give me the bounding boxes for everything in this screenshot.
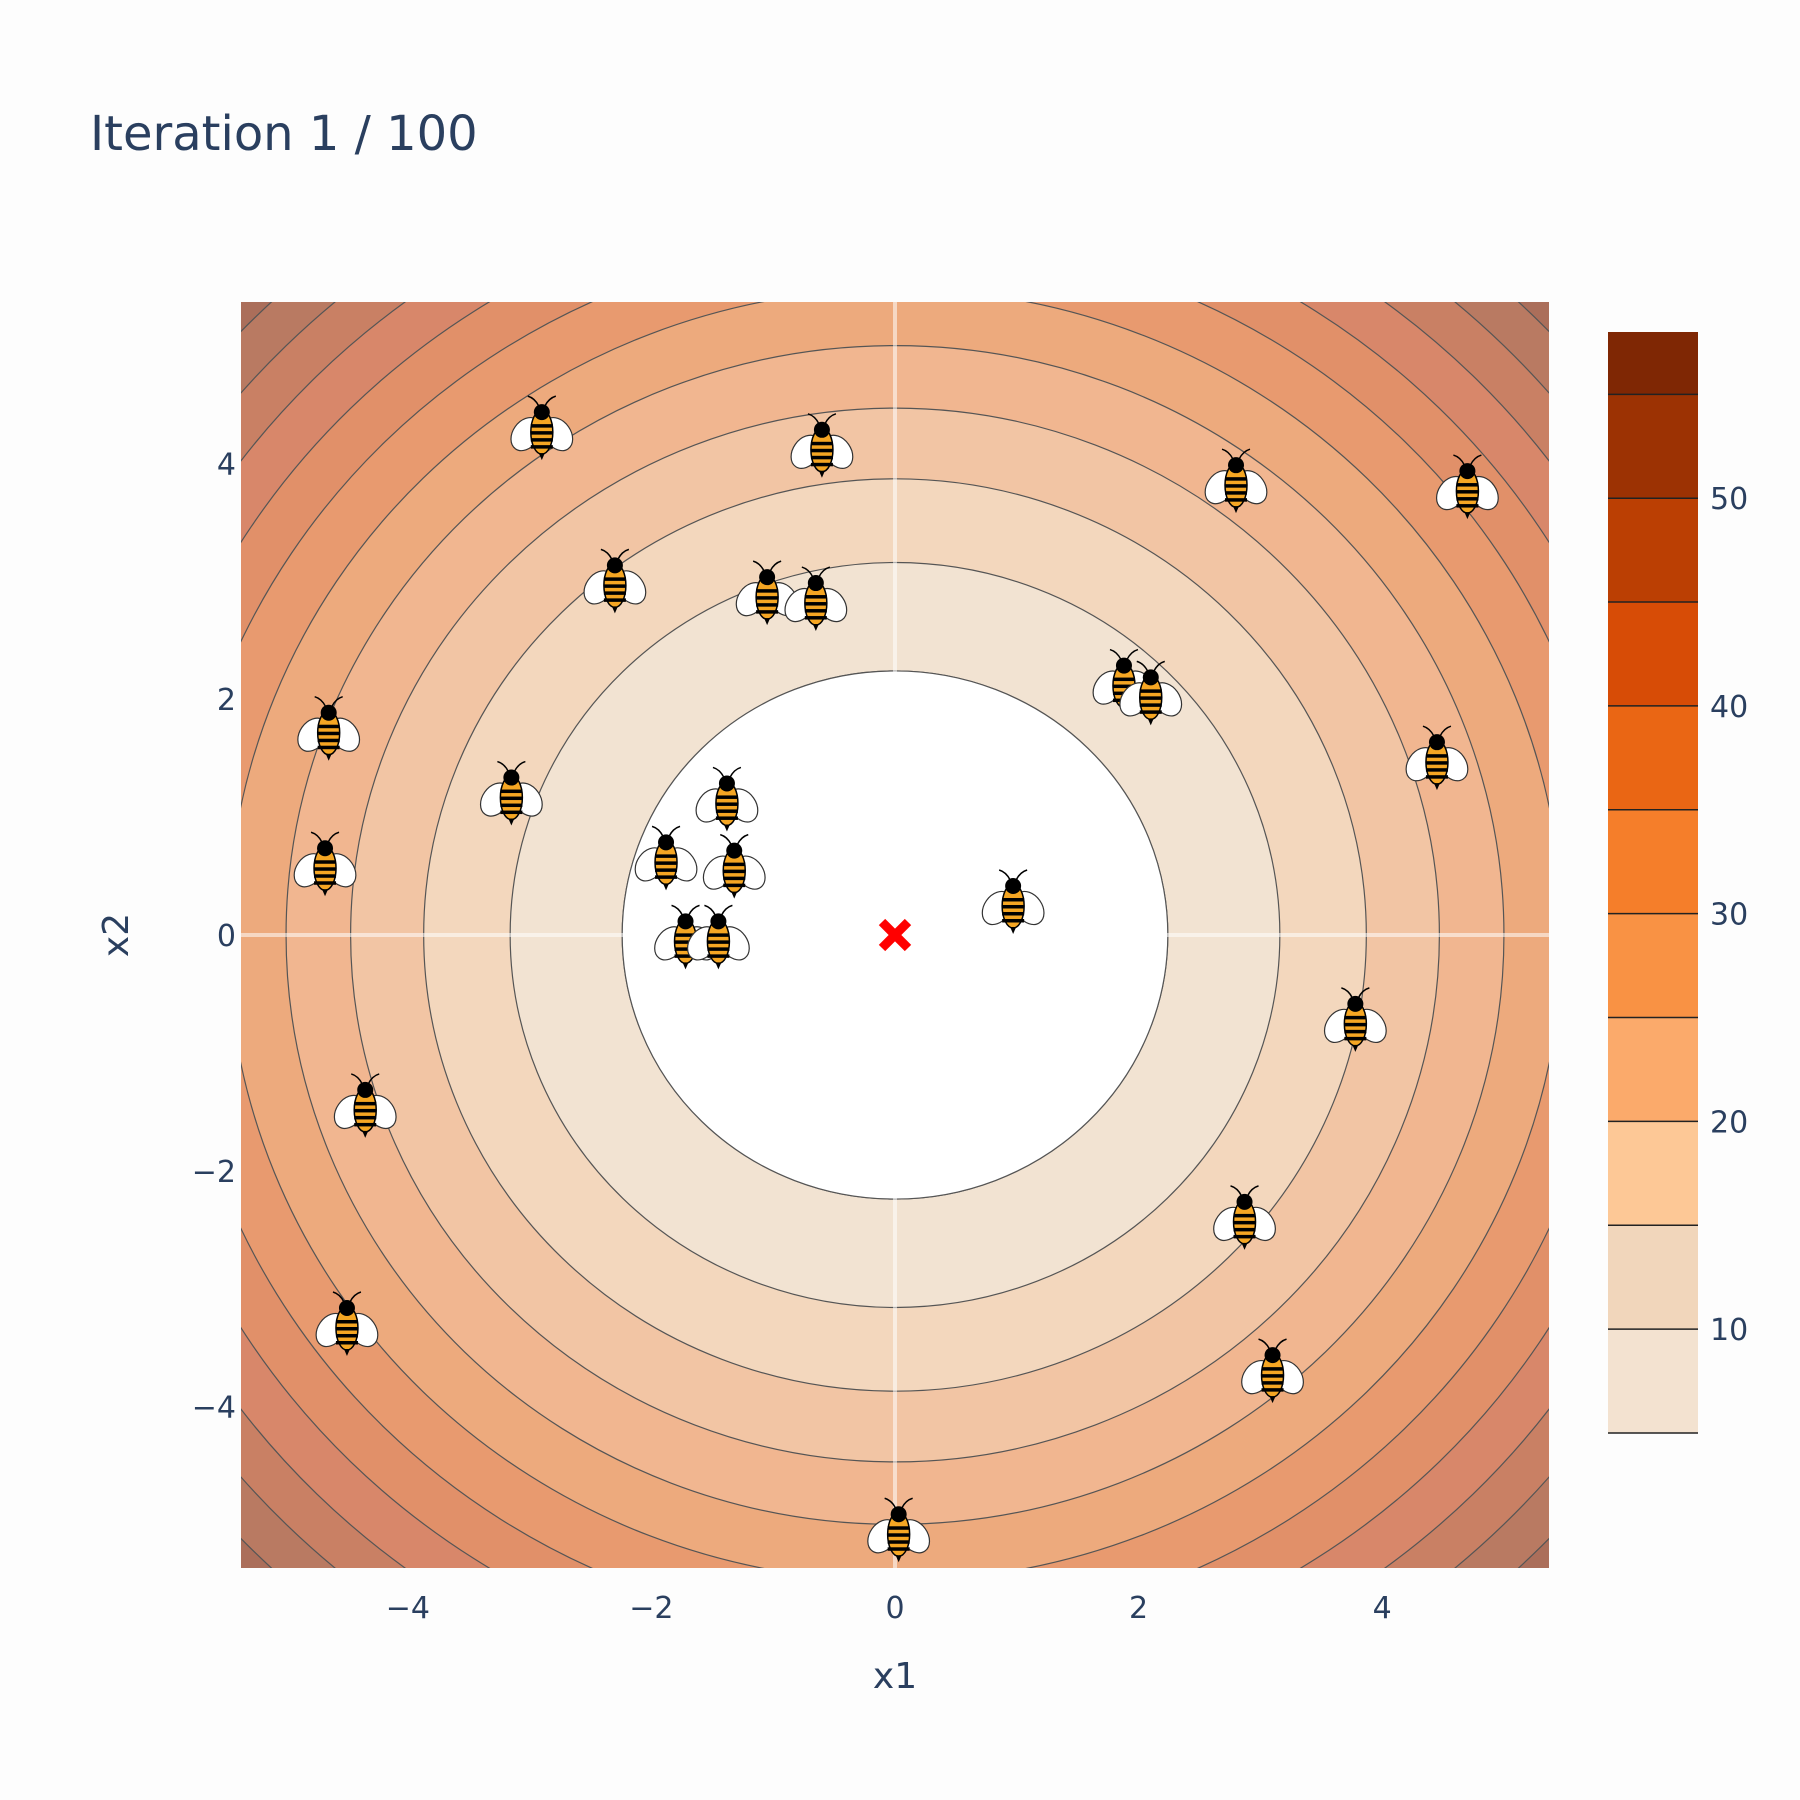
colorbar-tick-label: 50 (1710, 482, 1748, 517)
best-position-marker (878, 918, 912, 952)
bee-marker (790, 413, 854, 478)
colorbar-band (1608, 1329, 1698, 1433)
bee-marker (315, 1291, 379, 1356)
bee-marker (1119, 660, 1183, 726)
bee-marker (695, 766, 759, 832)
x-tick-label: 0 (885, 1591, 904, 1626)
bee-marker (583, 548, 647, 614)
colorbar-tick-label: 40 (1710, 690, 1748, 725)
x-tick-label: −2 (629, 1591, 673, 1626)
bee-marker (981, 869, 1045, 934)
colorbar-band (1608, 332, 1698, 395)
y-axis-ticks: −4 −2 0 2 4 (192, 447, 236, 1425)
colorbar-band (1608, 809, 1698, 914)
x-axis-title: x1 (873, 1656, 917, 1697)
x-tick-label: −4 (386, 1591, 430, 1626)
colorbar-band (1608, 498, 1698, 603)
x-tick-label: 2 (1129, 1591, 1148, 1626)
colorbar-band (1608, 913, 1698, 1018)
bee-marker (1405, 725, 1469, 791)
bee-marker (333, 1073, 397, 1138)
bee-swarm (293, 395, 1499, 1563)
colorbar-tick-label: 30 (1710, 898, 1748, 933)
bee-marker (634, 825, 698, 891)
colorbar-band (1608, 1017, 1698, 1122)
bee-marker (293, 831, 357, 897)
plot-area (241, 302, 1549, 1568)
colorbar-tick-label: 10 (1710, 1313, 1748, 1348)
y-tick-label: 4 (217, 447, 236, 482)
y-tick-label: 2 (217, 683, 236, 718)
bee-marker (686, 904, 750, 970)
bee-marker (297, 695, 361, 761)
bee-marker (1204, 448, 1268, 514)
bee-marker (1435, 454, 1499, 520)
colorbar-band (1608, 602, 1698, 706)
y-tick-label: −2 (192, 1155, 236, 1190)
bee-marker (784, 566, 848, 632)
bee-marker (1241, 1338, 1304, 1404)
x-axis-ticks: −4 −2 0 2 4 (386, 1591, 1392, 1626)
bee-marker (702, 833, 766, 899)
colorbar-tick-label: 20 (1710, 1105, 1748, 1140)
bee-marker (510, 395, 574, 461)
y-tick-label: 0 (217, 919, 236, 954)
colorbar: 10 20 30 40 50 (1608, 332, 1748, 1434)
bee-marker (1213, 1185, 1276, 1250)
colorbar-band (1608, 705, 1698, 810)
bee-marker (867, 1497, 931, 1563)
bee-marker (1323, 987, 1387, 1052)
colorbar-band (1608, 1225, 1698, 1330)
y-axis-title: x2 (96, 913, 137, 957)
bee-marker (479, 760, 543, 826)
x-tick-label: 4 (1373, 1591, 1392, 1626)
y-tick-label: −4 (192, 1391, 236, 1426)
colorbar-band (1608, 394, 1698, 499)
colorbar-band (1608, 1121, 1698, 1226)
chart-title: Iteration 1 / 100 (90, 106, 478, 162)
